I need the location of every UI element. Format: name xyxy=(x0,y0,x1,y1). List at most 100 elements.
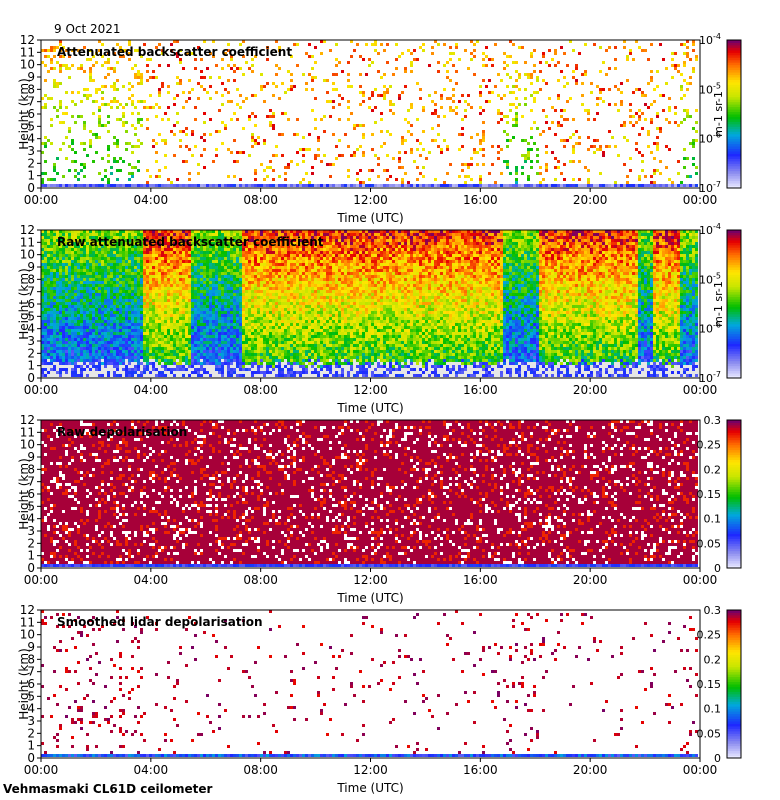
heatmap-cell xyxy=(47,230,50,233)
heatmap-cell xyxy=(647,106,650,109)
heatmap-cell xyxy=(338,254,341,257)
heatmap-cell xyxy=(302,160,305,163)
heatmap-cell xyxy=(347,118,350,121)
heatmap-cell xyxy=(560,260,563,263)
heatmap-cell xyxy=(461,269,464,272)
heatmap-cell xyxy=(668,260,671,263)
heatmap-cell xyxy=(335,184,338,187)
heatmap-cell xyxy=(422,49,425,52)
heatmap-cell xyxy=(104,184,107,187)
heatmap-cell xyxy=(209,251,212,254)
heatmap-cell xyxy=(422,43,425,46)
heatmap-cell xyxy=(380,239,383,242)
heatmap-cell xyxy=(614,269,617,272)
heatmap-cell xyxy=(191,242,194,245)
heatmap-cell xyxy=(218,184,221,187)
heatmap-cell xyxy=(272,257,275,260)
heatmap-cell xyxy=(515,106,518,109)
heatmap-cell xyxy=(551,266,554,269)
heatmap-cell xyxy=(671,230,674,233)
heatmap-cell xyxy=(155,272,158,275)
heatmap-cell xyxy=(548,49,551,52)
heatmap-cell xyxy=(290,248,293,251)
heatmap-cell xyxy=(596,184,599,187)
heatmap-cell xyxy=(107,248,110,251)
heatmap-cell xyxy=(638,118,641,121)
heatmap-cell xyxy=(449,79,452,82)
heatmap-cell xyxy=(485,46,488,49)
heatmap-cell xyxy=(221,236,224,239)
heatmap-cell xyxy=(329,248,332,251)
heatmap-cell xyxy=(407,242,410,245)
heatmap-cell xyxy=(365,248,368,251)
heatmap-cell xyxy=(530,230,533,233)
y-tick-label: 10 xyxy=(20,58,35,72)
heatmap-cell xyxy=(377,260,380,263)
heatmap-cell xyxy=(431,100,434,103)
heatmap-cell xyxy=(494,263,497,266)
heatmap-cell xyxy=(365,269,368,272)
heatmap-cell xyxy=(584,245,587,248)
heatmap-cell xyxy=(260,266,263,269)
heatmap-cell xyxy=(239,248,242,251)
heatmap-cell xyxy=(428,260,431,263)
heatmap-cell xyxy=(98,254,101,257)
heatmap-cell xyxy=(371,169,374,172)
heatmap-cell xyxy=(644,184,647,187)
heatmap-cell xyxy=(464,263,467,266)
heatmap-cell xyxy=(347,245,350,248)
heatmap-cell xyxy=(593,239,596,242)
heatmap-cell xyxy=(146,70,149,73)
heatmap-cell xyxy=(299,148,302,151)
heatmap-cell xyxy=(569,239,572,242)
heatmap-cell xyxy=(644,254,647,257)
heatmap-cell xyxy=(497,121,500,124)
heatmap-cell xyxy=(455,230,458,233)
heatmap-cell xyxy=(299,254,302,257)
heatmap-cell xyxy=(593,245,596,248)
heatmap-cell xyxy=(632,230,635,233)
heatmap-cell xyxy=(365,236,368,239)
heatmap-cell xyxy=(137,233,140,236)
heatmap-cell xyxy=(305,233,308,236)
heatmap-cell xyxy=(65,272,68,275)
heatmap-cell xyxy=(311,266,314,269)
heatmap-cell xyxy=(314,97,317,100)
heatmap-cell xyxy=(677,245,680,248)
heatmap-cell xyxy=(578,239,581,242)
colorbar-step xyxy=(727,96,741,100)
heatmap-cell xyxy=(542,239,545,242)
heatmap-cell xyxy=(659,248,662,251)
heatmap-cell xyxy=(611,242,614,245)
heatmap-cell xyxy=(545,257,548,260)
heatmap-cell xyxy=(380,43,383,46)
heatmap-cell xyxy=(116,260,119,263)
heatmap-cell xyxy=(470,230,473,233)
heatmap-cell xyxy=(689,236,692,239)
heatmap-cell xyxy=(410,61,413,64)
heatmap-cell xyxy=(647,266,650,269)
heatmap-cell xyxy=(512,269,515,272)
heatmap-cell xyxy=(251,133,254,136)
heatmap-cell xyxy=(437,145,440,148)
heatmap-cell xyxy=(278,272,281,275)
heatmap-cell xyxy=(170,233,173,236)
heatmap-cell xyxy=(281,269,284,272)
heatmap-cell xyxy=(140,142,143,145)
heatmap-cell xyxy=(143,236,146,239)
heatmap-cell xyxy=(386,272,389,275)
heatmap-cell xyxy=(488,172,491,175)
heatmap-cell xyxy=(416,118,419,121)
heatmap-cell xyxy=(653,184,656,187)
heatmap-cell xyxy=(158,272,161,275)
heatmap-cell xyxy=(233,263,236,266)
heatmap-cell xyxy=(386,257,389,260)
heatmap-cell xyxy=(125,230,128,233)
heatmap-cell xyxy=(587,242,590,245)
heatmap-cell xyxy=(230,260,233,263)
heatmap-cell xyxy=(197,245,200,248)
heatmap-cell xyxy=(383,91,386,94)
heatmap-cell xyxy=(245,260,248,263)
heatmap-cell xyxy=(146,236,149,239)
heatmap-cell xyxy=(122,242,125,245)
